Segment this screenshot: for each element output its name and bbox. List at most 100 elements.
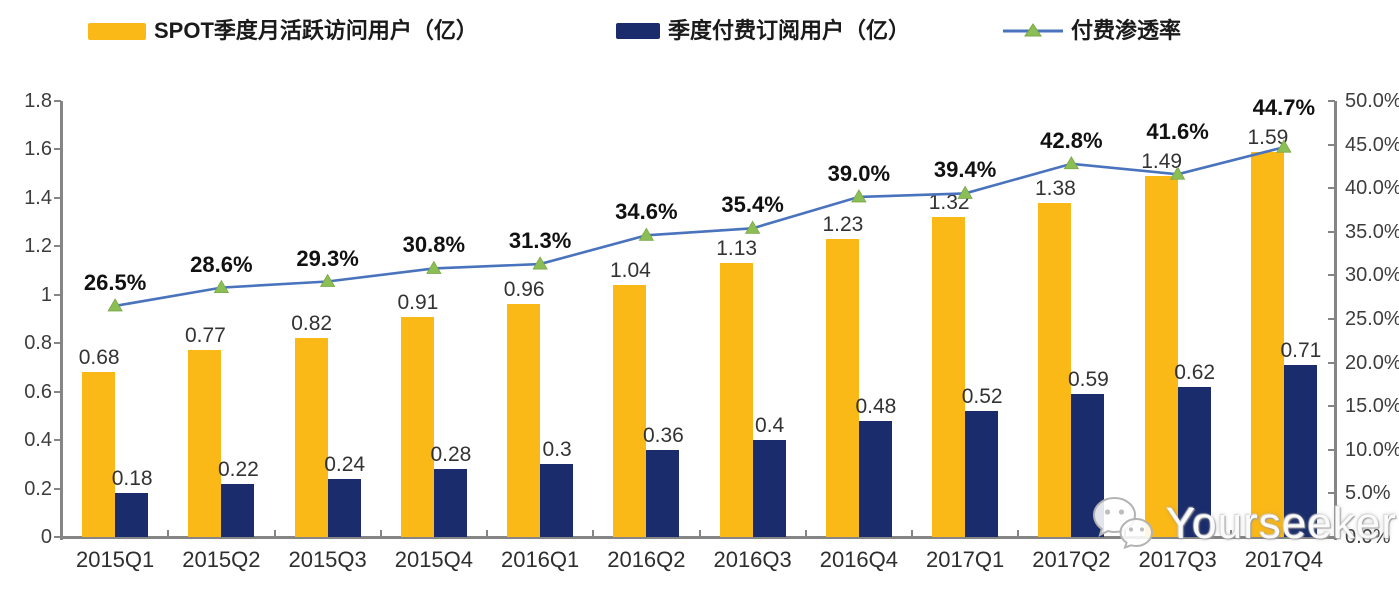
subs-bar-value-label: 0.4: [755, 414, 785, 438]
right-axis-line: [1334, 101, 1337, 540]
subs-bar-value-label: 0.18: [111, 467, 153, 491]
line-marker-icon: [744, 220, 761, 234]
right-axis-tick: [1328, 448, 1335, 451]
x-axis-tick-label: 2017Q4: [1244, 547, 1324, 572]
x-axis-tick-label: 2017Q2: [1032, 547, 1111, 572]
mau-bar-value-label: 1.38: [1034, 176, 1076, 200]
left-axis-tick: [54, 390, 61, 393]
right-axis-tick-label: 45.0%: [1345, 133, 1399, 156]
mau-bar-value-label: 1.23: [822, 213, 864, 237]
subs-bar-value-label: 0.36: [642, 423, 684, 447]
left-axis-tick-label: 0.6: [24, 380, 52, 403]
mau-bar-value-label: 0.82: [291, 312, 333, 336]
x-axis-tick: [911, 530, 913, 537]
subs-bar: [752, 440, 786, 537]
subs-bar-value-label: 0.62: [1174, 360, 1216, 384]
right-axis-tick-label: 40.0%: [1345, 177, 1399, 200]
penetration-rate-label: 41.6%: [1146, 119, 1209, 145]
left-axis-tick: [54, 196, 61, 199]
left-axis-tick-label: 0.8: [24, 332, 52, 355]
left-axis-tick: [54, 536, 61, 538]
left-axis-tick-label: 0: [40, 526, 52, 548]
x-axis-tick: [379, 530, 382, 537]
right-axis-tick-label: 30.0%: [1345, 264, 1399, 287]
mau-bar-value-label: 0.77: [184, 324, 226, 348]
penetration-rate-label: 35.4%: [721, 192, 784, 218]
mau-bar: [613, 285, 647, 537]
x-axis-tick-label: 2015Q2: [182, 547, 261, 572]
legend-item-mau: SPOT季度月活跃访问用户（亿）: [88, 18, 478, 44]
penetration-rate-label: 44.7%: [1252, 94, 1316, 120]
subs-bar-value-label: 0.24: [324, 452, 366, 476]
mau-bar-value-label: 1.04: [609, 259, 651, 283]
penetration-rate-label: 42.8%: [1040, 127, 1103, 153]
x-axis-line: [60, 536, 1338, 539]
mau-bar-value-label: 1.49: [1141, 150, 1183, 174]
left-axis-tick: [54, 487, 61, 490]
penetration-rate-label: 29.3%: [296, 245, 359, 271]
x-axis-tick: [167, 530, 170, 537]
x-axis-tick-label: 2016Q4: [819, 547, 899, 572]
x-axis-tick: [1336, 530, 1338, 537]
x-axis-tick-label: 2015Q3: [288, 547, 367, 572]
right-axis-tick: [1328, 230, 1335, 233]
penetration-rate-label: 34.6%: [615, 199, 678, 225]
x-axis-tick: [486, 530, 488, 537]
left-axis-tick-label: 1.8: [24, 90, 52, 112]
legend-label-mau: SPOT季度月活跃访问用户（亿）: [154, 18, 478, 43]
right-axis-tick: [1328, 536, 1335, 538]
x-axis-tick-label: 2016Q2: [607, 547, 686, 572]
x-axis-tick: [1229, 530, 1232, 537]
left-axis-tick-label: 0.4: [24, 429, 52, 452]
penetration-rate-label: 39.0%: [827, 160, 891, 186]
x-axis-tick: [804, 530, 807, 537]
mau-bar: [1250, 151, 1284, 537]
line-marker-icon: [851, 189, 867, 203]
left-axis-tick: [54, 342, 61, 345]
mau-bar-value-label: 1.32: [928, 191, 970, 215]
right-axis-tick-label: 35.0%: [1345, 220, 1399, 243]
subs-bar: [433, 469, 467, 537]
legend-item-subs: 季度付费订阅用户（亿）: [616, 18, 910, 44]
x-axis-tick: [61, 530, 63, 537]
x-axis-tick: [1017, 530, 1020, 537]
x-axis-tick: [698, 530, 701, 537]
left-axis-tick: [54, 439, 61, 442]
x-axis-tick-label: 2016Q3: [713, 547, 792, 572]
mau-bar: [294, 338, 328, 537]
subs-bar: [858, 420, 892, 537]
x-axis-tick-label: 2015Q4: [394, 547, 474, 572]
penetration-rate-label: 31.3%: [508, 228, 572, 254]
left-axis-tick: [54, 293, 61, 296]
line-marker-icon: [426, 260, 442, 274]
watermark: Yourseeker: [1090, 494, 1397, 554]
left-axis-tick-label: 1: [40, 283, 52, 306]
mau-bar: [932, 217, 966, 537]
subs-bar: [327, 478, 361, 537]
x-axis-tick-label: 2015Q1: [75, 547, 155, 572]
subs-bar: [646, 449, 680, 537]
x-axis-tick-label: 2017Q1: [925, 547, 1005, 572]
mau-bar-value-label: 0.91: [397, 290, 439, 314]
x-axis-tick-label: 2016Q1: [500, 547, 580, 572]
line-marker-legend-icon: [1003, 23, 1063, 37]
left-axis-tick-label: 1.2: [24, 235, 52, 258]
legend-label-subs: 季度付费订阅用户（亿）: [668, 18, 911, 43]
mau-bar: [1038, 202, 1072, 537]
penetration-rate-label: 26.5%: [83, 269, 147, 295]
right-axis-tick-label: 25.0%: [1345, 308, 1399, 330]
right-axis-tick-label: 5.0%: [1345, 482, 1391, 505]
subs-series-swatch-icon: [616, 23, 660, 39]
right-axis-tick: [1328, 100, 1335, 102]
subs-bar: [540, 464, 574, 537]
right-axis-tick-label: 15.0%: [1345, 395, 1399, 418]
line-marker-icon: [319, 273, 336, 287]
right-axis-tick: [1328, 274, 1335, 277]
right-axis-tick: [1328, 143, 1335, 146]
wechat-icon: [1092, 496, 1154, 550]
line-marker-icon: [1063, 155, 1080, 170]
x-axis-tick: [273, 530, 276, 537]
left-axis-tick: [54, 245, 61, 248]
mau-bar-value-label: 0.96: [503, 278, 545, 302]
right-axis-tick-label: 50.0%: [1345, 90, 1399, 112]
